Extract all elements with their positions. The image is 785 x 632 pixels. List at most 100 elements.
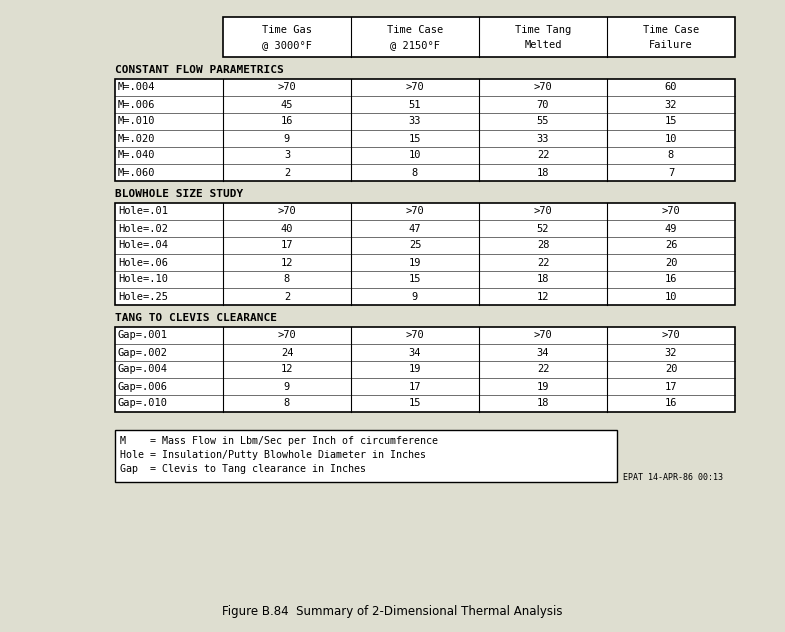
Text: 12: 12 <box>537 291 550 301</box>
Text: Gap=.004: Gap=.004 <box>118 365 168 375</box>
Text: 15: 15 <box>665 116 677 126</box>
Text: M=.040: M=.040 <box>118 150 155 161</box>
Text: @ 2150°F: @ 2150°F <box>390 40 440 50</box>
Text: Time Gas: Time Gas <box>262 25 312 35</box>
Text: >70: >70 <box>534 207 553 217</box>
Text: >70: >70 <box>278 331 297 341</box>
Text: CONSTANT FLOW PARAMETRICS: CONSTANT FLOW PARAMETRICS <box>115 65 283 75</box>
Text: Gap=.006: Gap=.006 <box>118 382 168 391</box>
Text: Time Case: Time Case <box>643 25 699 35</box>
Text: >70: >70 <box>278 207 297 217</box>
Text: 10: 10 <box>665 291 677 301</box>
Text: 25: 25 <box>409 241 422 250</box>
Text: M    = Mass Flow in Lbm/Sec per Inch of circumference: M = Mass Flow in Lbm/Sec per Inch of cir… <box>120 436 438 446</box>
Text: 19: 19 <box>409 365 422 375</box>
Text: EPAT 14-APR-86 00:13: EPAT 14-APR-86 00:13 <box>623 473 723 482</box>
Text: 52: 52 <box>537 224 550 233</box>
Text: M=.004: M=.004 <box>118 83 155 92</box>
Bar <box>223 17 735 57</box>
Text: 20: 20 <box>665 365 677 375</box>
Text: M=.006: M=.006 <box>118 99 155 109</box>
Text: Gap=.010: Gap=.010 <box>118 399 168 408</box>
Text: 32: 32 <box>665 99 677 109</box>
Text: BLOWHOLE SIZE STUDY: BLOWHOLE SIZE STUDY <box>115 189 243 199</box>
Text: 33: 33 <box>537 133 550 143</box>
Text: >70: >70 <box>662 207 681 217</box>
Text: 15: 15 <box>409 274 422 284</box>
Text: Gap=.002: Gap=.002 <box>118 348 168 358</box>
Bar <box>115 79 735 181</box>
Text: 9: 9 <box>284 133 290 143</box>
Text: Figure B.84  Summary of 2-Dimensional Thermal Analysis: Figure B.84 Summary of 2-Dimensional The… <box>221 605 562 619</box>
Text: Failure: Failure <box>649 40 693 50</box>
Text: >70: >70 <box>278 83 297 92</box>
Text: 8: 8 <box>284 274 290 284</box>
Text: >70: >70 <box>534 331 553 341</box>
Text: Hole=.02: Hole=.02 <box>118 224 168 233</box>
Text: 24: 24 <box>281 348 294 358</box>
Text: 10: 10 <box>665 133 677 143</box>
Bar <box>115 203 735 305</box>
Text: Melted: Melted <box>524 40 562 50</box>
Text: 7: 7 <box>668 167 674 178</box>
Text: 47: 47 <box>409 224 422 233</box>
Text: 17: 17 <box>665 382 677 391</box>
Text: 15: 15 <box>409 399 422 408</box>
Text: 19: 19 <box>537 382 550 391</box>
Text: M=.060: M=.060 <box>118 167 155 178</box>
Text: 40: 40 <box>281 224 294 233</box>
Text: 45: 45 <box>281 99 294 109</box>
Text: 34: 34 <box>409 348 422 358</box>
Text: Hole=.04: Hole=.04 <box>118 241 168 250</box>
Text: @ 3000°F: @ 3000°F <box>262 40 312 50</box>
Text: Hole=.01: Hole=.01 <box>118 207 168 217</box>
Text: 70: 70 <box>537 99 550 109</box>
Text: 22: 22 <box>537 257 550 267</box>
Text: 8: 8 <box>412 167 418 178</box>
Text: Time Case: Time Case <box>387 25 443 35</box>
Text: M=.010: M=.010 <box>118 116 155 126</box>
Text: >70: >70 <box>406 207 425 217</box>
Text: Hole=.10: Hole=.10 <box>118 274 168 284</box>
Text: Gap  = Clevis to Tang clearance in Inches: Gap = Clevis to Tang clearance in Inches <box>120 464 366 474</box>
Text: 34: 34 <box>537 348 550 358</box>
Text: 26: 26 <box>665 241 677 250</box>
Text: 19: 19 <box>409 257 422 267</box>
Text: 60: 60 <box>665 83 677 92</box>
Text: 3: 3 <box>284 150 290 161</box>
Text: 12: 12 <box>281 257 294 267</box>
Text: Time Tang: Time Tang <box>515 25 571 35</box>
Text: 32: 32 <box>665 348 677 358</box>
Text: 20: 20 <box>665 257 677 267</box>
Text: >70: >70 <box>406 331 425 341</box>
Text: 18: 18 <box>537 399 550 408</box>
Text: 16: 16 <box>665 399 677 408</box>
Text: Hole=.25: Hole=.25 <box>118 291 168 301</box>
Text: 17: 17 <box>409 382 422 391</box>
Text: 55: 55 <box>537 116 550 126</box>
Text: 18: 18 <box>537 167 550 178</box>
Text: 51: 51 <box>409 99 422 109</box>
Text: 22: 22 <box>537 365 550 375</box>
Text: 2: 2 <box>284 167 290 178</box>
Text: 2: 2 <box>284 291 290 301</box>
Text: 28: 28 <box>537 241 550 250</box>
Text: 15: 15 <box>409 133 422 143</box>
Text: Hole=.06: Hole=.06 <box>118 257 168 267</box>
Text: >70: >70 <box>534 83 553 92</box>
Text: 16: 16 <box>281 116 294 126</box>
Text: Hole = Insulation/Putty Blowhole Diameter in Inches: Hole = Insulation/Putty Blowhole Diamete… <box>120 450 426 460</box>
Text: 8: 8 <box>284 399 290 408</box>
Text: 10: 10 <box>409 150 422 161</box>
Text: 16: 16 <box>665 274 677 284</box>
Text: 49: 49 <box>665 224 677 233</box>
Text: M=.020: M=.020 <box>118 133 155 143</box>
Text: 22: 22 <box>537 150 550 161</box>
Text: Gap=.001: Gap=.001 <box>118 331 168 341</box>
Text: 9: 9 <box>284 382 290 391</box>
Text: 9: 9 <box>412 291 418 301</box>
Text: 8: 8 <box>668 150 674 161</box>
Text: >70: >70 <box>662 331 681 341</box>
Text: TANG TO CLEVIS CLEARANCE: TANG TO CLEVIS CLEARANCE <box>115 313 277 323</box>
Text: 33: 33 <box>409 116 422 126</box>
